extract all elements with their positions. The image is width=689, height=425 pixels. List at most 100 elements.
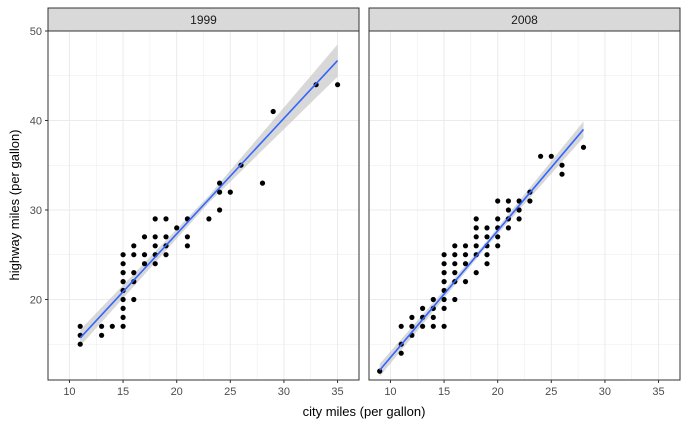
data-point: [495, 243, 501, 249]
data-point: [409, 314, 415, 320]
data-point: [420, 305, 426, 311]
x-axis: 10 15 20 25 30 35 10 15 20 25 30 35: [63, 380, 665, 398]
data-point: [174, 225, 180, 231]
data-point: [217, 207, 223, 213]
data-point: [516, 207, 522, 213]
data-point: [152, 216, 158, 222]
data-point: [452, 296, 458, 303]
data-point: [109, 323, 115, 329]
data-point: [206, 216, 212, 222]
data-point: [484, 261, 490, 267]
data-point: [120, 279, 126, 285]
data-point: [484, 252, 490, 258]
data-point: [141, 261, 148, 267]
confidence-band: [80, 44, 338, 347]
data-point: [559, 162, 565, 168]
data-point: [120, 270, 126, 276]
data-point: [270, 108, 276, 115]
data-point: [473, 243, 479, 249]
data-point: [495, 234, 501, 240]
data-point: [441, 270, 447, 276]
data-point: [441, 305, 447, 311]
data-point: [462, 261, 469, 267]
data-point: [163, 216, 169, 222]
facet-panel: 1999: [47, 7, 360, 381]
panel-border: [368, 30, 681, 381]
x-tick-label: 20: [492, 386, 504, 398]
data-point: [495, 198, 501, 204]
data-point: [441, 279, 447, 285]
data-point: [398, 323, 404, 329]
x-tick-label: 25: [545, 386, 557, 398]
x-axis-title: city miles (per gallon): [303, 404, 426, 419]
data-point: [77, 341, 83, 347]
data-point: [131, 252, 137, 258]
data-point: [495, 216, 501, 222]
data-point: [335, 82, 341, 88]
data-point: [452, 243, 458, 249]
y-tick-label: 20: [30, 294, 42, 306]
data-point: [452, 270, 458, 276]
data-point: [430, 296, 436, 303]
data-point: [131, 243, 137, 249]
data-point: [184, 243, 190, 249]
y-tick-label: 30: [30, 205, 42, 217]
y-tick-label: 50: [30, 26, 42, 38]
data-point: [152, 234, 158, 240]
data-point: [120, 323, 126, 329]
data-point: [120, 314, 126, 320]
x-tick-label: 35: [331, 386, 343, 398]
x-tick-label: 30: [599, 386, 611, 398]
panels-layer: 1999 2008: [47, 7, 681, 381]
data-point: [120, 305, 126, 311]
data-point: [430, 305, 436, 311]
facet-label: 1999: [190, 13, 217, 27]
data-point: [152, 261, 158, 267]
data-point: [452, 261, 458, 267]
data-point: [217, 180, 223, 186]
data-point: [163, 252, 169, 258]
data-point: [131, 296, 137, 303]
data-point: [131, 270, 137, 276]
data-point: [441, 296, 447, 303]
data-point: [120, 261, 126, 267]
data-point: [505, 207, 511, 213]
data-point: [120, 252, 126, 258]
data-point: [516, 216, 522, 222]
data-point: [99, 323, 105, 329]
data-point: [462, 243, 469, 249]
data-point: [473, 225, 479, 231]
data-point: [473, 270, 479, 276]
facet-label: 2008: [511, 13, 538, 27]
x-tick-label: 15: [438, 386, 450, 398]
data-point: [484, 234, 490, 240]
x-tick-label: 35: [652, 386, 664, 398]
data-point: [441, 323, 447, 329]
data-point: [184, 234, 190, 240]
data-point: [452, 252, 458, 258]
data-point: [152, 243, 158, 249]
data-point: [462, 252, 469, 258]
facet-panel: 2008: [368, 7, 681, 381]
x-tick-label: 10: [384, 386, 396, 398]
data-point: [538, 153, 544, 159]
data-point: [163, 234, 169, 240]
data-point: [473, 252, 479, 258]
regression-line: [79, 59, 339, 339]
regression-line: [379, 128, 585, 371]
data-point: [527, 198, 533, 204]
data-point: [227, 189, 233, 195]
x-tick-label: 25: [224, 386, 236, 398]
data-point: [516, 198, 522, 204]
x-tick-label: 20: [171, 386, 183, 398]
data-point: [141, 234, 148, 240]
data-point: [548, 153, 554, 159]
data-point: [99, 332, 105, 338]
data-point: [462, 279, 469, 285]
y-axis: 20 30 40 50: [30, 26, 48, 306]
x-tick-label: 30: [278, 386, 290, 398]
data-point: [505, 225, 511, 231]
data-point: [473, 216, 479, 222]
data-point: [131, 279, 137, 285]
